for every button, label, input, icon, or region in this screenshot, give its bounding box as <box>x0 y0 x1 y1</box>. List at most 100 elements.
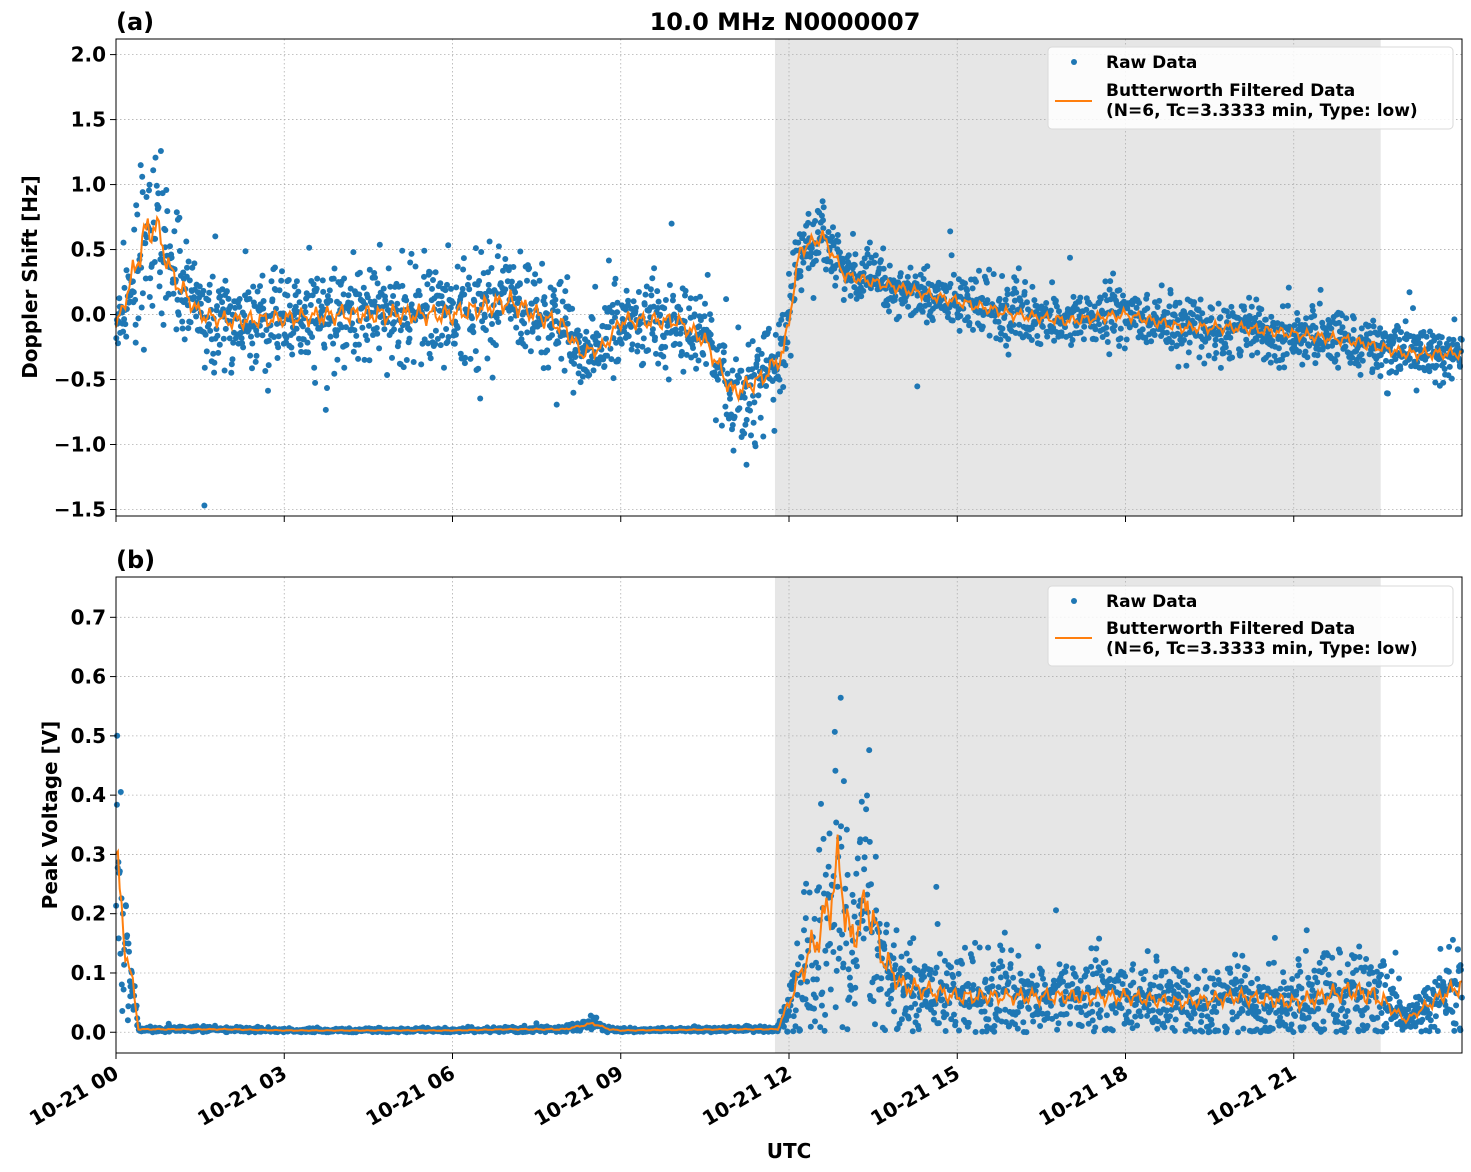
raw-data-point <box>672 340 679 347</box>
raw-data-point <box>738 367 745 374</box>
raw-data-point <box>531 280 538 287</box>
raw-data-point <box>230 339 237 346</box>
raw-data-point <box>1120 292 1126 299</box>
raw-data-point <box>143 194 150 200</box>
raw-data-point <box>864 251 871 258</box>
raw-data-point <box>605 257 612 264</box>
raw-data-point <box>461 291 468 298</box>
raw-data-point <box>1227 334 1234 341</box>
raw-data-point <box>376 345 383 352</box>
raw-data-point <box>445 334 452 340</box>
raw-data-point <box>545 364 552 371</box>
raw-data-point <box>941 282 948 289</box>
raw-data-point <box>331 265 338 272</box>
raw-data-point <box>462 354 469 361</box>
raw-data-point <box>751 371 758 378</box>
raw-data-point <box>1007 961 1014 968</box>
raw-data-point <box>416 292 423 299</box>
raw-data-point <box>1254 349 1261 356</box>
raw-data-point <box>1279 303 1286 310</box>
raw-data-point <box>608 318 615 325</box>
raw-data-point <box>1132 1013 1139 1020</box>
raw-data-point <box>1276 364 1283 371</box>
raw-data-point <box>532 271 539 278</box>
raw-data-point <box>607 345 614 352</box>
raw-data-point <box>765 325 772 332</box>
raw-data-point <box>1144 948 1151 955</box>
raw-data-point <box>880 265 887 272</box>
raw-data-point <box>950 271 957 278</box>
raw-data-point <box>355 341 362 348</box>
raw-data-point <box>132 339 139 346</box>
raw-data-point <box>614 309 621 316</box>
raw-data-point <box>864 245 871 252</box>
raw-data-point <box>324 385 330 391</box>
raw-data-point <box>964 287 970 294</box>
raw-data-point <box>514 300 521 306</box>
raw-data-point <box>1357 371 1364 378</box>
raw-data-point <box>662 364 669 371</box>
raw-data-point <box>568 330 575 337</box>
y-tick-label: −1.0 <box>54 433 106 457</box>
raw-data-point <box>1253 336 1260 343</box>
raw-data-point <box>1043 300 1050 306</box>
raw-data-point <box>976 267 982 274</box>
raw-data-point <box>569 305 576 312</box>
raw-data-point <box>215 349 222 356</box>
raw-data-point <box>286 302 293 309</box>
raw-data-point <box>295 288 302 295</box>
raw-data-point <box>1106 967 1112 974</box>
raw-data-point <box>562 315 569 322</box>
raw-data-point <box>860 287 867 294</box>
raw-data-point <box>952 1018 959 1025</box>
raw-data-point <box>276 287 283 294</box>
raw-data-point <box>1213 1009 1220 1015</box>
raw-data-point <box>797 273 804 280</box>
raw-data-point <box>905 303 912 310</box>
raw-data-point <box>292 303 299 310</box>
raw-data-point <box>1118 1005 1125 1012</box>
raw-data-point <box>1301 337 1307 344</box>
raw-data-point <box>403 357 410 363</box>
raw-data-point <box>703 361 710 367</box>
raw-data-point <box>1016 321 1023 328</box>
raw-data-point <box>904 273 911 280</box>
raw-data-point <box>1349 354 1356 361</box>
raw-data-point <box>640 360 647 367</box>
raw-data-point <box>341 364 348 371</box>
raw-data-point <box>957 284 964 291</box>
raw-data-point <box>1003 973 1010 980</box>
raw-data-point <box>676 341 683 348</box>
raw-data-point <box>1177 970 1184 977</box>
raw-data-point <box>880 245 887 252</box>
raw-data-point <box>1239 952 1246 959</box>
raw-data-point <box>320 288 327 295</box>
raw-data-point <box>540 365 547 372</box>
raw-data-point <box>460 266 467 273</box>
raw-data-point <box>820 225 827 232</box>
raw-data-point <box>833 274 839 281</box>
raw-data-point <box>912 273 919 280</box>
raw-data-point <box>1083 306 1090 313</box>
raw-data-point <box>1378 362 1385 369</box>
raw-data-point <box>680 368 687 375</box>
raw-data-point <box>991 1028 998 1035</box>
raw-data-point <box>1038 968 1045 975</box>
raw-data-point <box>645 347 652 354</box>
raw-data-point <box>771 427 778 434</box>
raw-data-point <box>247 352 254 359</box>
y-tick-label: 2.0 <box>71 43 106 67</box>
raw-data-point <box>832 1004 839 1011</box>
raw-data-point <box>376 241 383 248</box>
raw-data-point <box>527 348 534 355</box>
raw-data-point <box>1213 350 1220 356</box>
raw-data-point <box>226 335 233 342</box>
raw-data-point <box>430 277 436 283</box>
raw-data-point <box>1336 319 1342 326</box>
raw-data-point <box>822 947 829 954</box>
raw-data-point <box>1247 320 1254 327</box>
raw-data-point <box>1201 360 1208 367</box>
raw-data-point <box>1158 282 1165 289</box>
raw-data-point <box>736 374 742 381</box>
raw-data-point <box>860 935 867 942</box>
